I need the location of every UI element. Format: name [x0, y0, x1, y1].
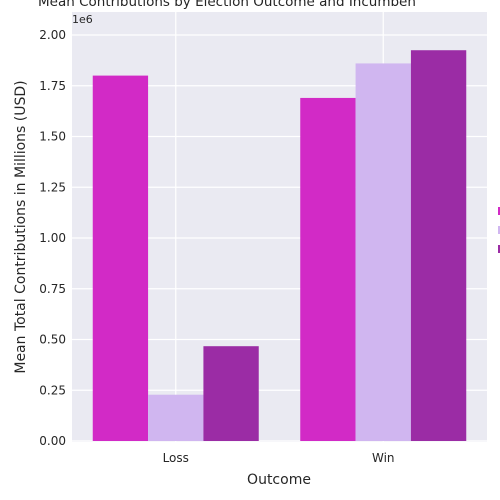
bar: [148, 394, 204, 441]
y-tick-label: 0.25: [39, 383, 66, 397]
y-tick-label: 1.25: [39, 180, 66, 194]
bar: [410, 50, 467, 441]
y-tick-label: 1.50: [39, 130, 66, 144]
x-tick-label: Loss: [163, 451, 189, 465]
legend-swatch: [498, 245, 500, 253]
y-axis-ticks: 0.00 0.25 0.50 0.75 1.00 1.25 1.50 1.75 2.00: [39, 28, 66, 448]
y-tick-label: 2.00: [39, 28, 66, 42]
y-tick-label: 0.50: [39, 333, 66, 347]
y-tick-label: 0.00: [39, 434, 66, 448]
bar: [203, 346, 259, 441]
y-axis-label: Mean Total Contributions in Millions (US…: [13, 80, 29, 373]
chart-title: Mean Contributions by Election Outcome a…: [38, 0, 416, 10]
bars: [92, 50, 467, 442]
x-axis-ticks: Loss Win: [163, 451, 395, 465]
x-tick-label: Win: [372, 451, 395, 465]
y-tick-label: 1.75: [39, 79, 66, 93]
legend: [498, 207, 500, 253]
bar: [300, 97, 356, 442]
y-axis-offset-label: 1e6: [72, 13, 93, 26]
legend-swatch: [498, 207, 500, 215]
y-tick-label: 0.75: [39, 282, 66, 296]
bar: [92, 75, 149, 441]
bar: [355, 63, 411, 442]
x-axis-label: Outcome: [247, 472, 311, 488]
y-tick-label: 1.00: [39, 231, 66, 245]
legend-swatch: [498, 226, 500, 234]
